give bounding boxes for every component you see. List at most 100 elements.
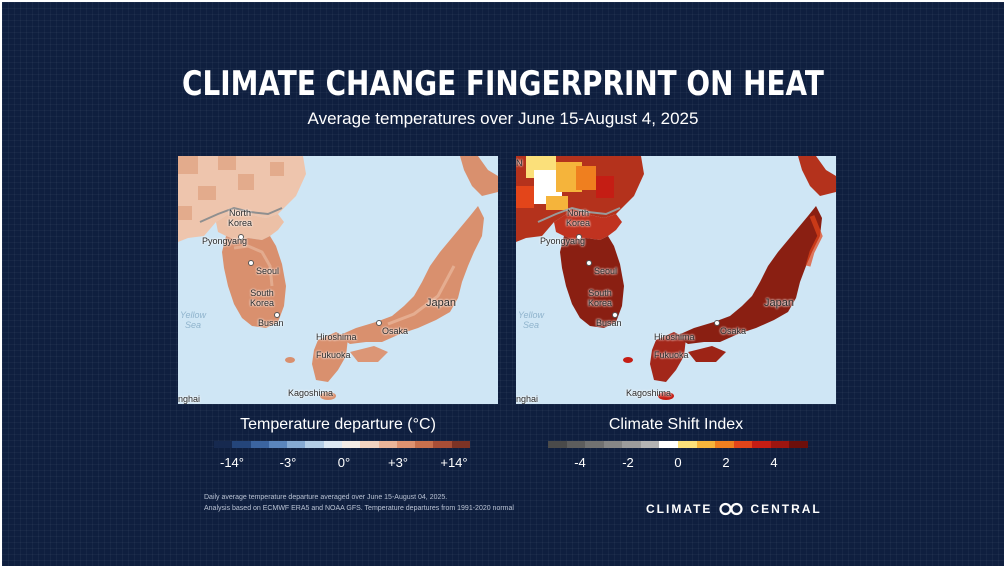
mainland-csi-cells <box>516 156 614 210</box>
seoul-label: Seoul <box>594 266 618 276</box>
csi-tick-label: 4 <box>770 455 778 470</box>
temperature-color-swatch <box>305 441 324 448</box>
temperature-tick-label: -14° <box>220 455 244 470</box>
osaka-label: Osaka <box>382 326 409 336</box>
temperature-color-swatch <box>232 441 251 448</box>
temperature-color-swatch <box>378 441 397 448</box>
methodology-note-line-1: Daily average temperature departure aver… <box>204 494 448 501</box>
page-subtitle: Average temperatures over June 15-August… <box>307 109 699 128</box>
csi-tick-label: -4 <box>574 455 586 470</box>
temperature-tick-label: -3° <box>279 455 297 470</box>
country-border <box>199 206 283 223</box>
japan-label: Japan <box>426 297 456 309</box>
fukuoka-label: Fukuoka <box>654 350 689 360</box>
temperature-color-swatch <box>268 441 288 448</box>
csi-color-swatch <box>548 441 567 448</box>
pyongyang-dot <box>576 234 582 240</box>
yellow-sea-label: Yellow Sea <box>180 310 207 330</box>
honshu-landmass <box>676 206 822 344</box>
csi-color-swatch <box>752 441 771 448</box>
pyongyang-label: Pyongyang <box>202 236 248 246</box>
pyongyang-label: Pyongyang <box>540 236 586 246</box>
temperature-color-swatch <box>341 441 361 448</box>
temperature-color-swatch <box>360 441 379 448</box>
temperature-color-scale <box>214 441 470 448</box>
mainland-landmass <box>178 156 306 242</box>
temperature-legend-title: Temperature departure (°C) <box>240 416 436 433</box>
csi-color-swatch <box>585 441 604 448</box>
busan-label: Busan <box>596 318 622 328</box>
busan-dot <box>274 312 280 318</box>
csi-color-swatch <box>789 441 808 448</box>
csi-color-swatch <box>677 441 697 448</box>
temperature-departure-map: North Korea Pyongyang Seoul South Korea … <box>178 156 498 404</box>
temperature-map-graphic <box>178 156 498 400</box>
shikoku-landmass <box>688 346 726 362</box>
kyushu-landmass <box>650 332 686 382</box>
csi-color-swatch <box>566 441 586 448</box>
climate-shift-index-map: N North Korea Pyongyang Seoul South Kore… <box>516 156 836 404</box>
csi-color-scale <box>548 441 808 448</box>
temperature-tick-label: +14° <box>440 455 468 470</box>
seoul-label: Seoul <box>256 266 280 276</box>
busan-dot <box>612 312 618 318</box>
yellow-sea-label: Yellow Sea <box>518 310 545 330</box>
kagoshima-label: Kagoshima <box>626 388 672 398</box>
csi-color-swatch <box>696 441 716 448</box>
south-korea-label: South Korea <box>250 288 275 308</box>
csi-tick-label: -2 <box>622 455 634 470</box>
honshu-landmass <box>338 206 484 344</box>
south-korea-landmass <box>560 236 624 328</box>
brand-word-left: CLIMATE <box>646 502 713 516</box>
climate-central-logo: CLIMATE CENTRAL <box>646 502 822 516</box>
osaka-dot <box>376 320 382 326</box>
csi-color-swatch <box>733 441 753 448</box>
csi-tick-label: 2 <box>722 455 730 470</box>
csi-color-swatch <box>622 441 641 448</box>
temperature-color-swatch <box>396 441 416 448</box>
country-border <box>537 206 621 223</box>
kagoshima-label: Kagoshima <box>288 388 334 398</box>
methodology-note-line-2: Analysis based on ECMWF ERA5 and NOAA GF… <box>204 505 514 512</box>
shanghai-label: nghai <box>178 394 201 404</box>
north-korea-label: North Korea <box>228 208 253 228</box>
busan-label: Busan <box>258 318 284 328</box>
csi-color-swatch <box>640 441 660 448</box>
hokkaido-landmass <box>798 156 836 196</box>
temperature-color-swatch <box>415 441 434 448</box>
seoul-dot <box>248 260 254 266</box>
csi-color-swatch <box>659 441 678 448</box>
temperature-tick-label: +3° <box>387 455 409 470</box>
hiroshima-label: Hiroshima <box>654 332 695 342</box>
csi-tick-label: 0 <box>674 455 682 470</box>
south-korea-label: South Korea <box>588 288 613 308</box>
seoul-dot <box>586 260 592 266</box>
temperature-color-swatch <box>250 441 269 448</box>
csi-map-graphic <box>516 156 836 400</box>
kyushu-landmass <box>312 332 348 382</box>
mainland-pixel-cells <box>178 156 284 220</box>
osaka-dot <box>714 320 720 326</box>
fukuoka-label: Fukuoka <box>316 350 351 360</box>
temperature-color-swatch <box>323 441 342 448</box>
csi-color-swatch <box>770 441 790 448</box>
temperature-color-swatch <box>433 441 452 448</box>
shikoku-landmass <box>350 346 388 362</box>
hokkaido-landmass <box>460 156 498 196</box>
page-title: CLIMATE CHANGE FINGERPRINT ON HEAT <box>182 64 824 104</box>
csi-legend-title: Climate Shift Index <box>608 416 744 433</box>
pyongyang-dot <box>238 234 244 240</box>
infinity-logo-icon <box>719 502 744 516</box>
north-korea-label: North Korea <box>566 208 591 228</box>
osaka-label: Osaka <box>720 326 747 336</box>
north-korea-landmass <box>216 211 284 240</box>
japan-label: Japan <box>764 297 794 309</box>
temperature-color-swatch <box>451 441 470 448</box>
temperature-color-swatch <box>287 441 306 448</box>
csi-color-swatch <box>603 441 623 448</box>
temperature-color-swatch <box>214 441 233 448</box>
temperature-tick-label: 0° <box>337 455 351 470</box>
brand-word-right: CENTRAL <box>750 502 822 516</box>
csi-color-swatch <box>715 441 734 448</box>
